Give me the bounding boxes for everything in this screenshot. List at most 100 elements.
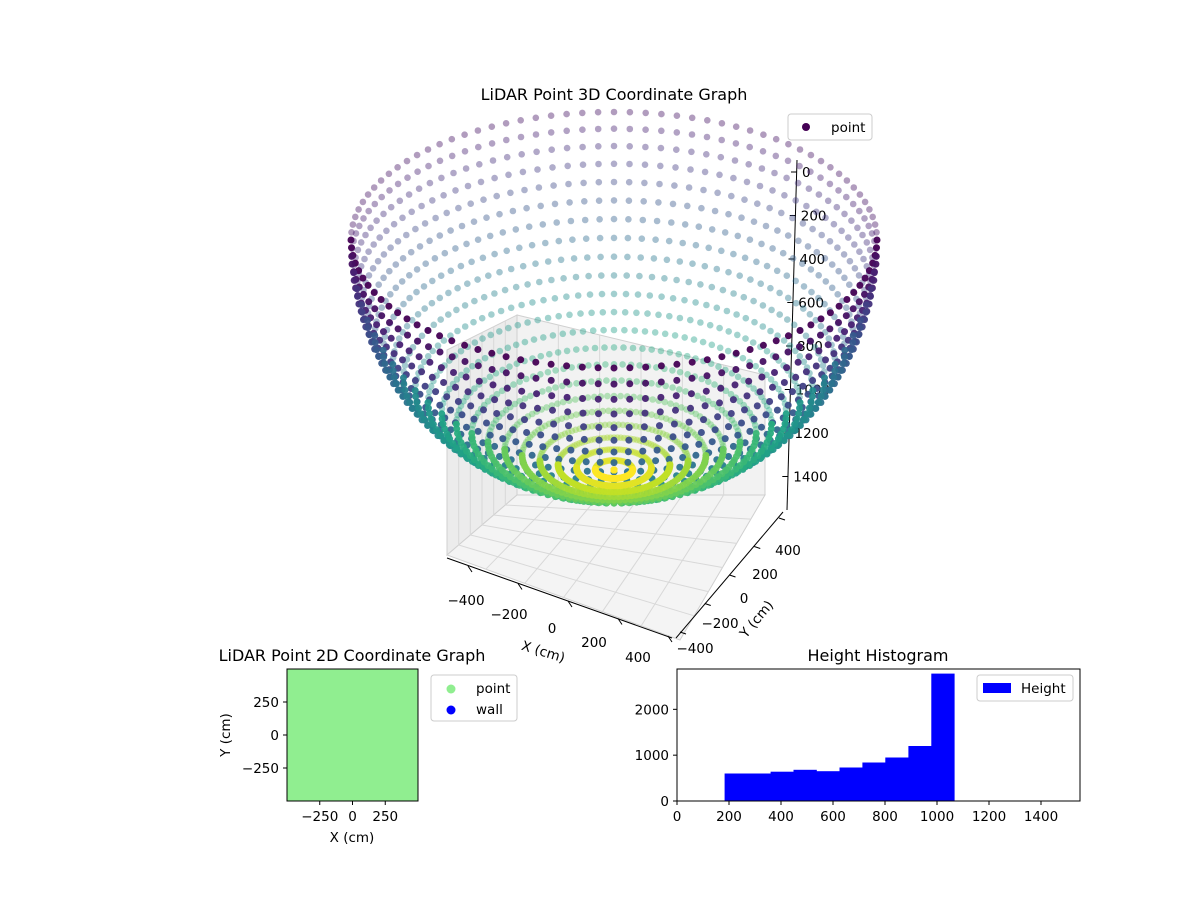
lidar-point xyxy=(512,226,520,233)
lidar-point xyxy=(525,440,533,448)
lidar-point xyxy=(399,254,407,262)
lidar-point xyxy=(834,291,841,298)
lidar-point xyxy=(414,168,421,175)
lidar-point xyxy=(791,420,799,428)
lidar-point xyxy=(610,380,618,388)
lidar-point xyxy=(800,283,808,290)
lidar-point xyxy=(649,426,656,434)
lidar-point xyxy=(828,284,836,292)
lidar-point xyxy=(617,434,624,442)
lidar-point xyxy=(734,331,741,339)
lidar-point xyxy=(418,368,426,376)
lidar-point xyxy=(420,283,428,290)
lidar-point xyxy=(703,301,710,309)
lidar-point xyxy=(681,443,689,451)
lidar-point xyxy=(718,369,726,377)
lidar-point xyxy=(507,304,515,312)
lidar-point xyxy=(692,241,700,249)
lidar-point xyxy=(671,332,679,339)
lidar-point xyxy=(551,295,559,302)
lidar-point xyxy=(547,360,555,368)
x-tick-label: 200 xyxy=(716,809,742,825)
lidar-point xyxy=(697,281,704,288)
lidar-point xyxy=(426,388,433,396)
lidar-point xyxy=(862,301,870,309)
lidar-point xyxy=(461,358,469,365)
lidar-point xyxy=(803,410,811,418)
lidar-point xyxy=(866,246,874,254)
lidar-point xyxy=(409,404,417,412)
lidar-point xyxy=(626,160,633,168)
lidar-point xyxy=(468,258,475,266)
lidar-point xyxy=(406,294,413,302)
y-tick-mark xyxy=(704,603,711,606)
lidar-point xyxy=(601,344,608,351)
lidar-point xyxy=(563,347,571,355)
lidar-point xyxy=(854,224,861,232)
lidar-point xyxy=(789,254,797,262)
lidar-point xyxy=(448,337,456,345)
lidar-point xyxy=(687,404,694,412)
lidar-point xyxy=(530,336,538,343)
lidar-point xyxy=(683,424,690,432)
lidar-point xyxy=(821,254,829,262)
lidar-point xyxy=(488,123,496,130)
lidar-point xyxy=(648,346,655,353)
lidar-point xyxy=(835,267,842,275)
lidar-point xyxy=(584,394,592,401)
lidar-point xyxy=(437,364,445,372)
lidar-point xyxy=(639,216,647,224)
lidar-point xyxy=(784,294,792,302)
lidar-point xyxy=(825,335,833,342)
x-tick-mark xyxy=(567,600,573,608)
lidar-point xyxy=(809,387,817,395)
lidar-point xyxy=(379,346,387,354)
lidar-point xyxy=(505,399,512,407)
lidar-point xyxy=(624,448,632,456)
lidar-point xyxy=(759,148,767,155)
lidar-point xyxy=(512,283,520,291)
lidar-point xyxy=(747,276,754,283)
lidar-point xyxy=(759,302,767,309)
lidar-point xyxy=(813,208,820,216)
lidar-point xyxy=(673,129,681,136)
lidar-point xyxy=(835,319,842,326)
x-tick-mark xyxy=(517,583,523,590)
x-tick-label: −400 xyxy=(447,593,484,609)
lidar-point xyxy=(776,311,783,318)
lidar-point xyxy=(488,311,495,318)
lidar-point xyxy=(483,419,490,427)
lidar-point xyxy=(846,257,854,265)
lidar-point xyxy=(663,256,671,264)
lidar-point xyxy=(421,220,429,227)
lidar-point xyxy=(778,209,785,217)
lidar-point xyxy=(549,164,556,171)
lidar-point xyxy=(563,144,571,152)
lidar-point xyxy=(580,435,588,443)
lidar-point xyxy=(353,285,361,293)
lidar-point xyxy=(632,423,640,430)
lidar-point xyxy=(471,297,478,305)
lidar-point xyxy=(661,275,668,282)
lidar-point xyxy=(760,131,767,138)
lidar-point xyxy=(873,244,880,252)
lidar-point xyxy=(796,343,803,351)
lidar-point xyxy=(424,146,432,153)
lidar-point xyxy=(658,127,665,135)
lidar-point xyxy=(698,204,705,212)
lidar-point xyxy=(438,410,446,418)
histogram-frame xyxy=(676,668,1081,802)
lidar-point xyxy=(594,108,602,116)
lidar-point xyxy=(407,248,415,256)
lidar-point xyxy=(750,297,757,305)
lidar-point xyxy=(763,347,771,355)
lidar-point xyxy=(474,127,482,134)
lidar-point xyxy=(450,169,457,177)
lidar-point xyxy=(822,278,830,285)
lidar-point xyxy=(387,244,394,251)
lidar-point xyxy=(840,251,848,258)
lidar-point xyxy=(645,440,652,447)
lidar-point xyxy=(692,299,699,306)
lidar-point xyxy=(822,356,829,364)
